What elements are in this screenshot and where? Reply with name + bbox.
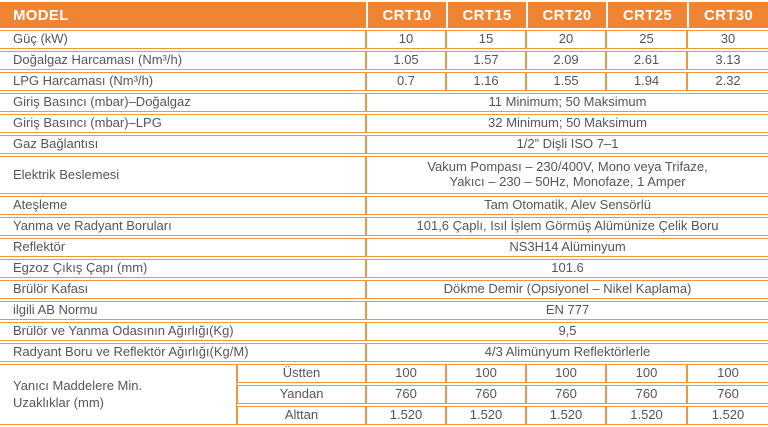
row-label: Brülör Kafası [0, 280, 367, 299]
cell-value: 1.94 [606, 72, 688, 91]
cell-value: 25 [606, 30, 688, 49]
table-row: Ateşleme Tam Otomatik, Alev Sensörlü [0, 196, 768, 215]
cell-value: 100 [606, 364, 688, 383]
row-label: Güç (kW) [0, 30, 367, 49]
table-row: Brülör ve Yanma Odasının Ağırlığı(Kg) 9,5 [0, 322, 768, 341]
row-label: Reflektör [0, 238, 367, 257]
header-row: MODEL CRT10 CRT15 CRT20 CRT25 CRT30 [0, 2, 768, 28]
row-label: ilgili AB Normu [0, 301, 367, 320]
cell-value: 760 [526, 385, 607, 404]
cell-value-span: 11 Minimum; 50 Maksimum [366, 93, 768, 112]
spec-table-header: MODEL CRT10 CRT15 CRT20 CRT25 CRT30 [0, 2, 768, 28]
cell-value: 2.32 [687, 72, 768, 91]
table-row: LPG Harcaması (Nm³/h) 0.7 1.16 1.55 1.94 2.32 [0, 72, 768, 91]
table-row: Yanma ve Radyant Boruları 101,6 Çaplı, Is… [0, 217, 768, 236]
table-row: ilgili AB Normu EN 777 [0, 301, 768, 320]
table-row: Giriş Basıncı (mbar)–Doğalgaz 11 Minimum;… [0, 93, 768, 112]
cell-value: 20 [526, 30, 607, 49]
cell-value: 30 [687, 30, 768, 49]
column-header-crt15: CRT15 [446, 2, 527, 28]
cell-value: 1.05 [366, 51, 447, 70]
row-label: Elektrik Beslemesi [0, 156, 367, 194]
cell-value: 1.57 [446, 51, 527, 70]
row-label: Yanma ve Radyant Boruları [0, 217, 367, 236]
column-header-model: MODEL [0, 2, 367, 28]
cell-value: 1.520 [446, 406, 527, 425]
cell-value: 1.520 [606, 406, 688, 425]
cell-value: 100 [446, 364, 527, 383]
table-subrow: Yanıcı Maddelere Min. Uzaklıklar (mm) Üst… [0, 364, 768, 425]
spec-table-body: Güç (kW) 10 15 20 25 30 Doğalgaz Harcaması (Nm… [0, 30, 768, 425]
cell-value: 0.7 [366, 72, 447, 91]
cell-value: 15 [446, 30, 527, 49]
column-header-crt20: CRT20 [526, 2, 607, 28]
row-label: Doğalgaz Harcaması (Nm³/h) [0, 51, 367, 70]
row-label: LPG Harcaması (Nm³/h) [0, 72, 367, 91]
cell-value: 760 [687, 385, 768, 404]
cell-value: 760 [366, 385, 447, 404]
cell-value: 2.61 [606, 51, 688, 70]
cell-value: 3.13 [687, 51, 768, 70]
cell-value-span: 101.6 [366, 259, 768, 278]
cell-value: 1.520 [687, 406, 768, 425]
subrow-label: Yandan [237, 385, 367, 404]
table-subrow: Yandan 760 760 760 760 760 [0, 385, 768, 404]
cell-value-span: 4/3 Alimünyum Reflektörlerle [366, 343, 768, 362]
row-label: Giriş Basıncı (mbar)–Doğalgaz [0, 93, 367, 112]
cell-value: 100 [366, 364, 447, 383]
cell-value: 100 [687, 364, 768, 383]
cell-value-span: 32 Minimum; 50 Maksimum [366, 114, 768, 133]
subrow-label: Alttan [237, 406, 367, 425]
table-row: Brülör Kafası Dökme Demir (Opsiyonel – Ni… [0, 280, 768, 299]
cell-value: 760 [606, 385, 688, 404]
cell-value-span: Tam Otomatik, Alev Sensörlü [366, 196, 768, 215]
cell-value: 760 [446, 385, 527, 404]
table-row: Giriş Basıncı (mbar)–LPG 32 Minimum; 50 M… [0, 114, 768, 133]
table-row: Doğalgaz Harcaması (Nm³/h) 1.05 1.57 2.09 2.… [0, 51, 768, 70]
column-header-crt25: CRT25 [606, 2, 688, 28]
cell-value: 1.520 [526, 406, 607, 425]
cell-value-span: Vakum Pompası – 230/400V, Mono veya Trif… [366, 156, 768, 194]
cell-value: 1.520 [366, 406, 447, 425]
table-row: Elektrik Beslemesi Vakum Pompası – 230/40… [0, 156, 768, 194]
subrow-label: Üstten [237, 364, 367, 383]
cell-value: 1.16 [446, 72, 527, 91]
column-header-crt10: CRT10 [366, 2, 447, 28]
row-label: Giriş Basıncı (mbar)–LPG [0, 114, 367, 133]
cell-value-span: NS3H14 Alüminyum [366, 238, 768, 257]
table-row: Reflektör NS3H14 Alüminyum [0, 238, 768, 257]
cell-value: 100 [526, 364, 607, 383]
table-row: Güç (kW) 10 15 20 25 30 [0, 30, 768, 49]
cell-value: 2.09 [526, 51, 607, 70]
row-label: Egzoz Çıkış Çapı (mm) [0, 259, 367, 278]
cell-value-span: 1/2” Dişli ISO 7–1 [366, 135, 768, 154]
row-label: Radyant Boru ve Reflektör Ağırlığı(Kg/M) [0, 343, 367, 362]
table-row: Gaz Bağlantısı 1/2” Dişli ISO 7–1 [0, 135, 768, 154]
cell-value: 10 [366, 30, 447, 49]
cell-value-span: 9,5 [366, 322, 768, 341]
row-label: Brülör ve Yanma Odasının Ağırlığı(Kg) [0, 322, 367, 341]
row-label: Gaz Bağlantısı [0, 135, 367, 154]
cell-value-span: EN 777 [366, 301, 768, 320]
column-header-crt30: CRT30 [687, 2, 768, 28]
group-row-label: Yanıcı Maddelere Min. Uzaklıklar (mm) [0, 364, 237, 425]
table-row: Egzoz Çıkış Çapı (mm) 101.6 [0, 259, 768, 278]
cell-value: 1.55 [526, 72, 607, 91]
cell-value-span: 101,6 Çaplı, Isıl İşlem Görmüş Alümünize… [366, 217, 768, 236]
table-row: Radyant Boru ve Reflektör Ağırlığı(Kg/M)… [0, 343, 768, 362]
cell-value-span: Dökme Demir (Opsiyonel – Nikel Kaplama) [366, 280, 768, 299]
row-label: Ateşleme [0, 196, 367, 215]
